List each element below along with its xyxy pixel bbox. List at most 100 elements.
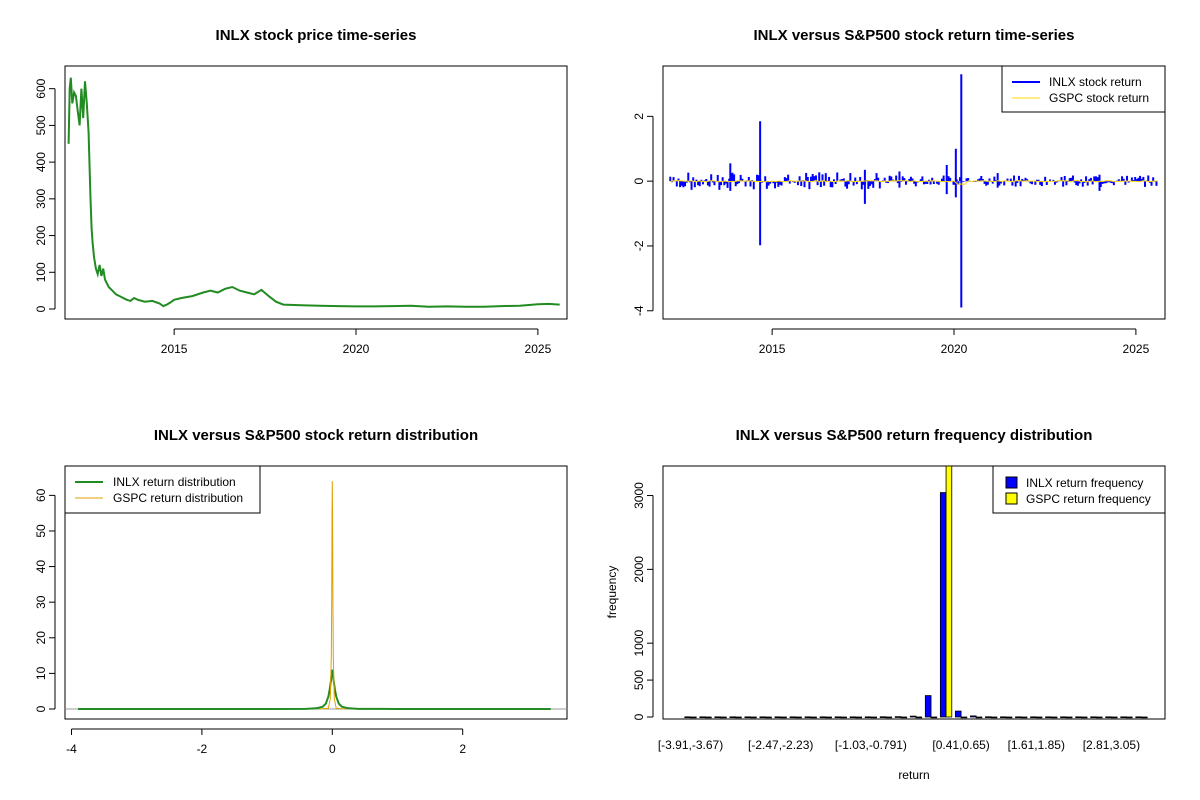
gspc-frequency-bar [1050, 716, 1058, 719]
inlx-frequency-bar [729, 716, 737, 719]
legend-box [64, 465, 261, 514]
y-tick-label: 30 [34, 595, 48, 609]
y-tick-label: 400 [34, 152, 48, 172]
y-tick-label: 2 [632, 113, 646, 120]
plot-frame [64, 465, 568, 720]
gspc-frequency-bar [780, 716, 787, 719]
inlx-frequency-bar [819, 716, 827, 719]
legend: INLX stock return GSPC stock return [1001, 65, 1166, 113]
y-tick-label: 200 [34, 225, 48, 245]
x-tick-label: 2015 [161, 342, 188, 356]
series-group [67, 77, 560, 308]
x-tick-label: -4 [66, 742, 77, 756]
inlx-frequency-bar [1030, 716, 1037, 719]
series-group [684, 465, 1148, 719]
x-category-label: [-2.47,-2.23) [748, 738, 813, 752]
gspc-frequency-bar [900, 716, 908, 719]
y-axis: 0 100 200 300 400 500 600 [34, 78, 56, 312]
gspc-frequency-bar [1141, 716, 1148, 719]
inlx-frequency-bar [759, 716, 767, 719]
gspc-frequency-bar [855, 716, 862, 719]
inlx-frequency-bar [1105, 716, 1112, 719]
inlx-frequency-bar [985, 716, 992, 718]
y-tick-label: 0 [34, 305, 48, 312]
inlx-frequency-bar [1060, 716, 1067, 719]
legend-box [1001, 65, 1166, 113]
gspc-frequency-bar [1020, 716, 1028, 719]
inlx-frequency-bar [1120, 716, 1127, 719]
legend-label-gspc: GSPC stock return [1049, 91, 1149, 105]
legend-label-inlx: INLX return frequency [1026, 476, 1143, 490]
x-axis-title: return [898, 768, 929, 782]
x-tick-label: 2015 [759, 342, 786, 356]
series-line-gspc-return [670, 179, 1158, 185]
inlx-frequency-bar [954, 710, 962, 718]
gspc-frequency-bar [1005, 716, 1013, 719]
gspc-frequency-bar [690, 716, 697, 719]
gspc-frequency-bar [840, 716, 847, 719]
x-axis: 2015 2020 2025 [161, 328, 552, 356]
inlx-frequency-bar [1075, 716, 1082, 719]
x-axis: -4 -2 0 2 [66, 728, 466, 756]
y-tick-label: 60 [34, 488, 48, 502]
inlx-frequency-bar [684, 716, 691, 719]
chart-title: INLX stock price time-series [216, 27, 417, 44]
x-category-label: [-1.03,-0.791) [835, 738, 907, 752]
plot-frame [662, 65, 1166, 320]
gspc-frequency-bar [945, 465, 953, 718]
inlx-frequency-bar [1045, 716, 1052, 719]
gspc-frequency-bar [720, 716, 727, 719]
inlx-frequency-bar [1090, 716, 1097, 719]
x-tick-label: 2025 [525, 342, 552, 356]
x-axis: [-3.91,-3.67) [-2.47,-2.23) [-1.03,-0.791)… [658, 738, 1140, 752]
inlx-frequency-bar [834, 716, 842, 719]
x-category-label: [1.61,1.85) [1008, 738, 1065, 752]
x-category-label: [2.81,3.05) [1083, 738, 1140, 752]
y-axis: -4 -2 0 2 [632, 113, 654, 316]
legend-label-inlx: INLX return distribution [113, 475, 236, 489]
y-tick-label: 20 [34, 631, 48, 645]
gspc-frequency-bar [765, 716, 772, 719]
y-tick-label: 500 [34, 115, 48, 135]
inlx-frequency-bar [774, 716, 782, 719]
x-tick-label: 2 [459, 742, 466, 756]
legend-swatch-inlx [1005, 476, 1018, 489]
gspc-frequency-bar [870, 716, 878, 719]
plot-frame [64, 65, 568, 320]
inlx-frequency-bar [849, 716, 857, 719]
chart-title: INLX versus S&P500 return frequency dist… [736, 427, 1093, 444]
inlx-frequency-bar [909, 715, 917, 718]
density-chart: INLX versus S&P500 stock return distribu… [34, 427, 568, 756]
inlx-frequency-bar [699, 716, 706, 719]
y-tick-label: 100 [34, 262, 48, 282]
inlx-frequency-bar [879, 716, 887, 718]
x-tick-label: 2020 [343, 342, 370, 356]
x-category-label: [0.41,0.65) [932, 738, 989, 752]
series-group [669, 74, 1158, 308]
returns-chart: INLX versus S&P500 stock return time-ser… [632, 27, 1166, 356]
chart-title: INLX versus S&P500 stock return distribu… [154, 427, 478, 444]
legend-label-gspc: GSPC return frequency [1026, 492, 1151, 506]
legend: INLX return distribution GSPC return dis… [64, 465, 261, 514]
gspc-frequency-bar [915, 716, 923, 719]
gspc-frequency-bar [795, 716, 802, 719]
inlx-frequency-bar [1015, 716, 1022, 719]
gspc-frequency-bar [810, 716, 817, 719]
y-tick-label: -2 [632, 240, 646, 251]
y-tick-label: 300 [34, 189, 48, 209]
inlx-frequency-bar [864, 716, 872, 719]
y-axis-title: frequency [605, 566, 619, 619]
y-tick-label: 50 [34, 524, 48, 538]
x-axis: 2015 2020 2025 [759, 328, 1150, 356]
y-tick-label: 0 [632, 713, 646, 720]
series-group [65, 481, 567, 710]
inlx-frequency-bar [714, 716, 721, 719]
x-category-label: [-3.91,-3.67) [658, 738, 723, 752]
y-tick-label: 10 [34, 666, 48, 680]
inlx-frequency-bar [939, 492, 947, 718]
gspc-frequency-bar [960, 716, 968, 719]
inlx-frequency-bar [1000, 716, 1007, 719]
legend-label-inlx: INLX stock return [1049, 75, 1142, 89]
inlx-frequency-bar [789, 716, 797, 719]
